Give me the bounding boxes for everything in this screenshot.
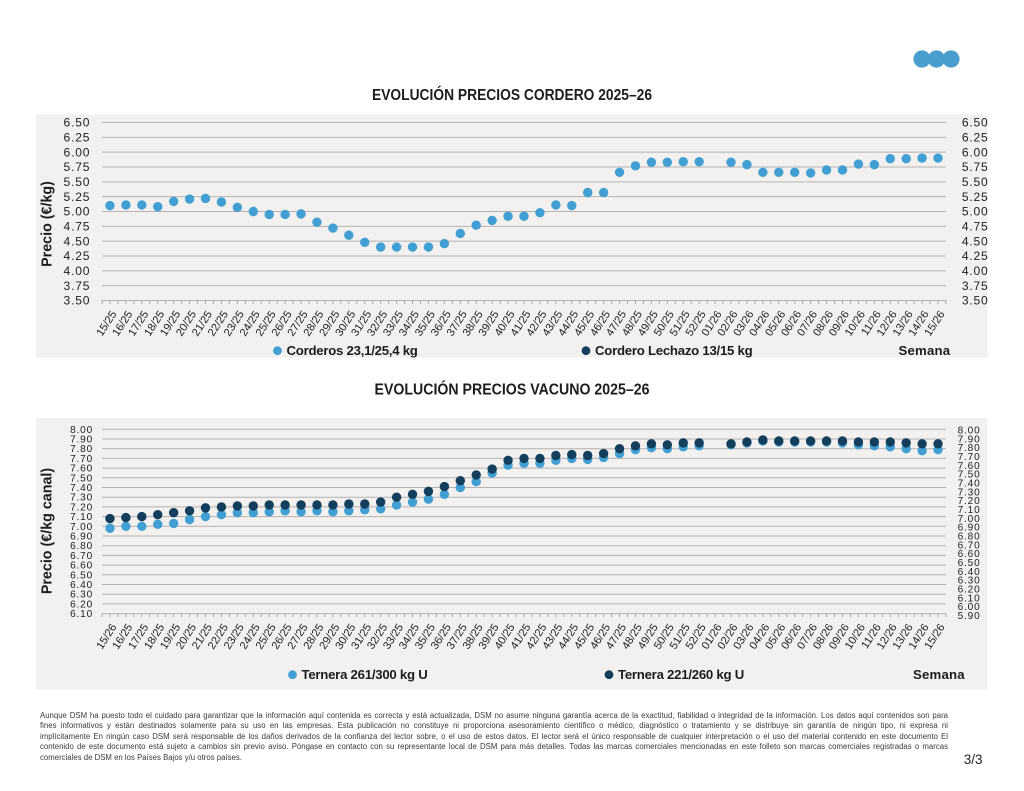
svg-text:7.10: 7.10 (70, 512, 93, 523)
svg-text:5.90: 5.90 (958, 611, 981, 622)
svg-text:7.50: 7.50 (70, 473, 93, 484)
svg-text:6.40: 6.40 (70, 580, 93, 591)
svg-text:EVOLUCIÓN PRECIOS CORDERO 2025: EVOLUCIÓN PRECIOS CORDERO 2025–26 (372, 86, 652, 104)
svg-text:6.30: 6.30 (70, 590, 93, 601)
svg-text:7.30: 7.30 (958, 487, 981, 498)
svg-text:7.90: 7.90 (70, 435, 93, 446)
svg-text:7.30: 7.30 (70, 493, 93, 504)
svg-text:7.80: 7.80 (958, 443, 981, 454)
svg-text:6.00: 6.00 (958, 602, 981, 613)
svg-text:6.80: 6.80 (958, 531, 981, 542)
svg-text:7.00: 7.00 (70, 522, 93, 533)
svg-text:Cordero Lechazo 13/15 kg: Cordero Lechazo 13/15 kg (595, 343, 753, 358)
svg-text:6.60: 6.60 (958, 549, 981, 560)
svg-text:6.30: 6.30 (958, 576, 981, 587)
svg-text:7.40: 7.40 (70, 483, 93, 494)
svg-text:4.25: 4.25 (64, 249, 91, 263)
svg-text:EVOLUCIÓN PRECIOS VACUNO 2025–: EVOLUCIÓN PRECIOS VACUNO 2025–26 (375, 381, 650, 399)
svg-text:7.40: 7.40 (958, 479, 981, 490)
svg-text:5.75: 5.75 (64, 160, 91, 174)
svg-text:5.75: 5.75 (962, 160, 989, 174)
svg-text:5.50: 5.50 (962, 175, 989, 189)
svg-text:5.00: 5.00 (962, 205, 989, 219)
svg-text:6.10: 6.10 (70, 609, 93, 620)
svg-text:4.75: 4.75 (962, 220, 989, 234)
svg-text:6.50: 6.50 (64, 116, 91, 130)
svg-text:7.10: 7.10 (958, 505, 981, 516)
svg-text:6.80: 6.80 (70, 541, 93, 552)
svg-text:3.50: 3.50 (64, 294, 91, 308)
svg-text:Precio (€/kg): Precio (€/kg) (40, 181, 56, 267)
svg-text:7.50: 7.50 (958, 470, 981, 481)
svg-text:7.20: 7.20 (70, 502, 93, 513)
svg-text:4.00: 4.00 (64, 264, 91, 278)
svg-text:Semana: Semana (913, 667, 965, 682)
svg-text:Precio (€/kg canal): Precio (€/kg canal) (40, 468, 56, 595)
svg-text:7.70: 7.70 (70, 454, 93, 465)
svg-text:4.50: 4.50 (962, 234, 989, 248)
svg-text:6.20: 6.20 (958, 584, 981, 595)
svg-text:7.90: 7.90 (958, 434, 981, 445)
svg-text:Ternera 221/260 kg U: Ternera 221/260 kg U (618, 667, 744, 682)
svg-text:3.75: 3.75 (64, 279, 91, 293)
svg-text:4.00: 4.00 (962, 264, 989, 278)
svg-text:7.70: 7.70 (958, 452, 981, 463)
svg-text:5.00: 5.00 (64, 205, 91, 219)
svg-text:3.50: 3.50 (962, 294, 989, 308)
svg-text:3.75: 3.75 (962, 279, 989, 293)
svg-text:5.25: 5.25 (64, 190, 91, 204)
svg-text:6.90: 6.90 (958, 523, 981, 534)
svg-text:7.20: 7.20 (958, 496, 981, 507)
svg-text:6.50: 6.50 (70, 570, 93, 581)
svg-text:6.00: 6.00 (962, 145, 989, 159)
svg-text:Corderos 23,1/25,4 kg: Corderos 23,1/25,4 kg (287, 343, 418, 358)
svg-text:5.50: 5.50 (64, 175, 91, 189)
svg-text:6.50: 6.50 (962, 116, 989, 130)
svg-text:4.25: 4.25 (962, 249, 989, 263)
svg-text:6.25: 6.25 (962, 131, 989, 145)
svg-text:4.75: 4.75 (64, 220, 91, 234)
svg-text:4.50: 4.50 (64, 234, 91, 248)
svg-text:5.25: 5.25 (962, 190, 989, 204)
svg-text:Ternera 261/300 kg U: Ternera 261/300 kg U (302, 667, 428, 682)
svg-text:6.20: 6.20 (70, 599, 93, 610)
svg-text:6.60: 6.60 (70, 561, 93, 572)
svg-text:6.40: 6.40 (958, 567, 981, 578)
svg-text:6.25: 6.25 (64, 131, 91, 145)
svg-text:7.80: 7.80 (70, 444, 93, 455)
svg-text:7.00: 7.00 (958, 514, 981, 525)
svg-text:6.70: 6.70 (70, 551, 93, 562)
svg-text:8.00: 8.00 (70, 425, 93, 436)
svg-text:7.60: 7.60 (958, 461, 981, 472)
svg-text:7.60: 7.60 (70, 464, 93, 475)
svg-text:Semana: Semana (899, 343, 951, 358)
svg-text:8.00: 8.00 (958, 426, 981, 437)
svg-text:6.90: 6.90 (70, 532, 93, 543)
svg-text:6.00: 6.00 (64, 145, 91, 159)
svg-text:6.50: 6.50 (958, 558, 981, 569)
svg-text:6.70: 6.70 (958, 540, 981, 551)
svg-text:6.10: 6.10 (958, 593, 981, 604)
